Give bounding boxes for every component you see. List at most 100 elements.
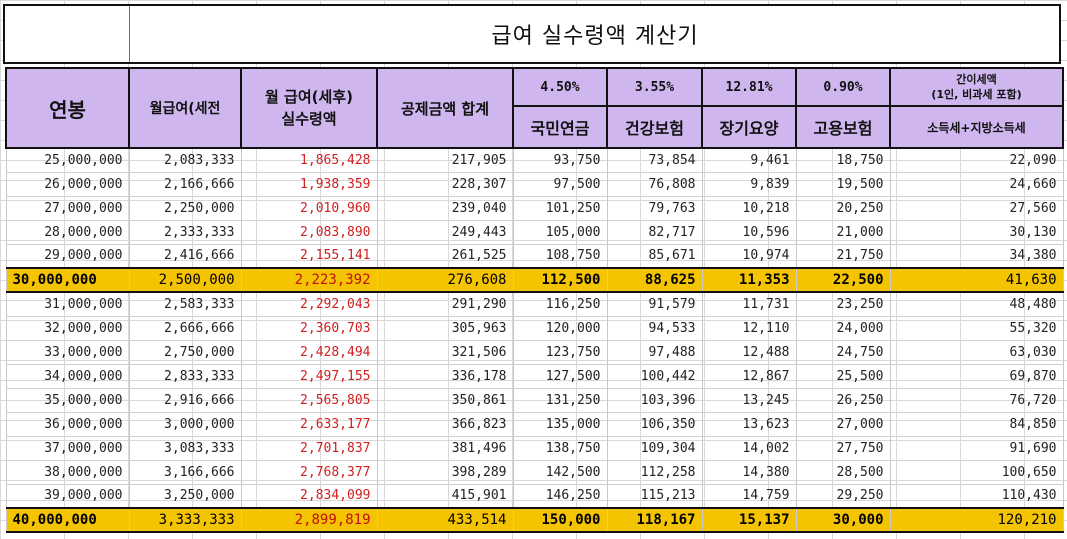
cell-income-tax[interactable]: 91,690 xyxy=(890,436,1064,461)
cell-annual[interactable]: 40,000,000 xyxy=(5,508,130,533)
cell-annual[interactable]: 30,000,000 xyxy=(5,268,130,293)
cell-longterm[interactable]: 9,839 xyxy=(702,172,797,197)
cell-monthly-pre[interactable]: 3,083,333 xyxy=(129,436,242,461)
cell-national-pension[interactable]: 112,500 xyxy=(513,268,608,293)
cell-monthly-net[interactable]: 2,768,377 xyxy=(241,460,378,485)
cell-employment[interactable]: 24,000 xyxy=(796,316,891,341)
cell-health[interactable]: 79,763 xyxy=(607,196,703,221)
cell-monthly-pre[interactable]: 3,333,333 xyxy=(129,508,242,533)
cell-health[interactable]: 106,350 xyxy=(607,412,703,437)
header-income-tax[interactable]: 소득세+지방소득세 xyxy=(889,105,1064,149)
cell-monthly-net[interactable]: 2,633,177 xyxy=(241,412,378,437)
cell-longterm[interactable]: 10,596 xyxy=(702,220,797,245)
cell-employment[interactable]: 25,500 xyxy=(796,364,891,389)
cell-national-pension[interactable]: 101,250 xyxy=(513,196,608,221)
cell-income-tax[interactable]: 100,650 xyxy=(890,460,1064,485)
cell-monthly-net[interactable]: 2,292,043 xyxy=(241,292,378,317)
cell-monthly-net[interactable]: 2,428,494 xyxy=(241,340,378,365)
cell-longterm[interactable]: 10,974 xyxy=(702,244,797,269)
cell-national-pension[interactable]: 120,000 xyxy=(513,316,608,341)
cell-longterm[interactable]: 12,488 xyxy=(702,340,797,365)
header-employment-rate[interactable]: 0.90% xyxy=(795,67,891,107)
cell-longterm[interactable]: 14,380 xyxy=(702,460,797,485)
cell-deduction-total[interactable]: 276,608 xyxy=(377,268,514,293)
header-monthly-post[interactable]: 월 급여(세후) 실수령액 xyxy=(240,67,378,149)
cell-monthly-net[interactable]: 2,701,837 xyxy=(241,436,378,461)
header-longterm-rate[interactable]: 12.81% xyxy=(701,67,797,107)
cell-income-tax[interactable]: 41,630 xyxy=(890,268,1064,293)
cell-employment[interactable]: 26,250 xyxy=(796,388,891,413)
cell-monthly-pre[interactable]: 3,000,000 xyxy=(129,412,242,437)
cell-employment[interactable]: 19,500 xyxy=(796,172,891,197)
cell-health[interactable]: 115,213 xyxy=(607,484,703,509)
cell-income-tax[interactable]: 110,430 xyxy=(890,484,1064,509)
cell-employment[interactable]: 27,000 xyxy=(796,412,891,437)
cell-annual[interactable]: 25,000,000 xyxy=(5,148,130,173)
cell-annual[interactable]: 38,000,000 xyxy=(5,460,130,485)
cell-employment[interactable]: 27,750 xyxy=(796,436,891,461)
cell-longterm[interactable]: 10,218 xyxy=(702,196,797,221)
cell-monthly-net[interactable]: 2,083,890 xyxy=(241,220,378,245)
cell-income-tax[interactable]: 84,850 xyxy=(890,412,1064,437)
cell-deduction-total[interactable]: 321,506 xyxy=(377,340,514,365)
title-cell[interactable]: 급여 실수령액 계산기 xyxy=(3,4,1061,64)
cell-monthly-pre[interactable]: 2,250,000 xyxy=(129,196,242,221)
cell-income-tax[interactable]: 27,560 xyxy=(890,196,1064,221)
cell-employment[interactable]: 21,000 xyxy=(796,220,891,245)
cell-longterm[interactable]: 12,867 xyxy=(702,364,797,389)
cell-employment[interactable]: 30,000 xyxy=(796,508,891,533)
cell-income-tax[interactable]: 76,720 xyxy=(890,388,1064,413)
cell-longterm[interactable]: 13,623 xyxy=(702,412,797,437)
cell-national-pension[interactable]: 116,250 xyxy=(513,292,608,317)
header-tax-desc[interactable]: 간이세액 (1인, 비과세 포함) xyxy=(889,67,1064,107)
cell-national-pension[interactable]: 123,750 xyxy=(513,340,608,365)
cell-deduction-total[interactable]: 433,514 xyxy=(377,508,514,533)
cell-annual[interactable]: 28,000,000 xyxy=(5,220,130,245)
cell-monthly-pre[interactable]: 2,500,000 xyxy=(129,268,242,293)
header-longterm[interactable]: 장기요양 xyxy=(701,105,797,149)
cell-monthly-net[interactable]: 1,938,359 xyxy=(241,172,378,197)
cell-employment[interactable]: 24,750 xyxy=(796,340,891,365)
cell-health[interactable]: 112,258 xyxy=(607,460,703,485)
cell-health[interactable]: 82,717 xyxy=(607,220,703,245)
cell-national-pension[interactable]: 105,000 xyxy=(513,220,608,245)
cell-longterm[interactable]: 12,110 xyxy=(702,316,797,341)
cell-employment[interactable]: 28,500 xyxy=(796,460,891,485)
cell-health[interactable]: 100,442 xyxy=(607,364,703,389)
cell-employment[interactable]: 23,250 xyxy=(796,292,891,317)
cell-longterm[interactable]: 14,002 xyxy=(702,436,797,461)
cell-national-pension[interactable]: 138,750 xyxy=(513,436,608,461)
cell-health[interactable]: 97,488 xyxy=(607,340,703,365)
cell-monthly-net[interactable]: 2,360,703 xyxy=(241,316,378,341)
cell-health[interactable]: 118,167 xyxy=(607,508,703,533)
header-national-pension[interactable]: 국민연금 xyxy=(512,105,608,149)
cell-annual[interactable]: 39,000,000 xyxy=(5,484,130,509)
cell-monthly-net[interactable]: 2,223,392 xyxy=(241,268,378,293)
cell-health[interactable]: 91,579 xyxy=(607,292,703,317)
cell-income-tax[interactable]: 55,320 xyxy=(890,316,1064,341)
header-health[interactable]: 건강보험 xyxy=(606,105,703,149)
cell-income-tax[interactable]: 63,030 xyxy=(890,340,1064,365)
cell-longterm[interactable]: 14,759 xyxy=(702,484,797,509)
cell-deduction-total[interactable]: 228,307 xyxy=(377,172,514,197)
cell-deduction-total[interactable]: 217,905 xyxy=(377,148,514,173)
cell-annual[interactable]: 27,000,000 xyxy=(5,196,130,221)
cell-health[interactable]: 103,396 xyxy=(607,388,703,413)
cell-longterm[interactable]: 9,461 xyxy=(702,148,797,173)
cell-national-pension[interactable]: 108,750 xyxy=(513,244,608,269)
cell-income-tax[interactable]: 34,380 xyxy=(890,244,1064,269)
cell-monthly-net[interactable]: 2,565,805 xyxy=(241,388,378,413)
cell-income-tax[interactable]: 30,130 xyxy=(890,220,1064,245)
cell-monthly-pre[interactable]: 3,166,666 xyxy=(129,460,242,485)
cell-deduction-total[interactable]: 381,496 xyxy=(377,436,514,461)
cell-annual[interactable]: 34,000,000 xyxy=(5,364,130,389)
cell-monthly-pre[interactable]: 2,416,666 xyxy=(129,244,242,269)
cell-monthly-pre[interactable]: 2,166,666 xyxy=(129,172,242,197)
cell-employment[interactable]: 29,250 xyxy=(796,484,891,509)
cell-employment[interactable]: 22,500 xyxy=(796,268,891,293)
cell-deduction-total[interactable]: 291,290 xyxy=(377,292,514,317)
cell-health[interactable]: 85,671 xyxy=(607,244,703,269)
cell-deduction-total[interactable]: 305,963 xyxy=(377,316,514,341)
cell-annual[interactable]: 29,000,000 xyxy=(5,244,130,269)
cell-longterm[interactable]: 13,245 xyxy=(702,388,797,413)
